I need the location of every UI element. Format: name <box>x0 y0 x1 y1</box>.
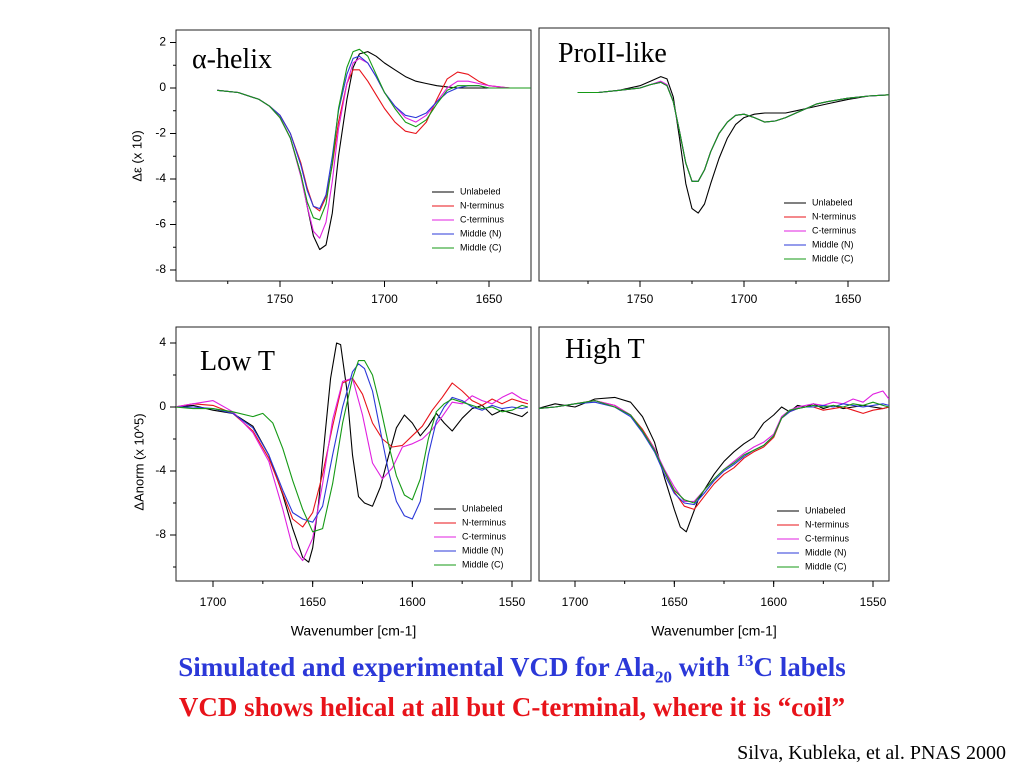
legend: Unlabeled N-terminus C-terminus Middle (N) M… <box>434 503 507 569</box>
x-tick-label: 1550 <box>499 595 526 609</box>
legend-label: C-terminus <box>812 225 857 235</box>
y-tick-label: -4 <box>155 463 166 477</box>
x-tick-label: 1600 <box>760 595 787 609</box>
legend-label: Middle (N) <box>460 228 502 238</box>
plot-frame <box>538 326 890 582</box>
legend-label: Middle (N) <box>805 547 847 557</box>
legend-label: Middle (N) <box>462 545 504 555</box>
chart-panel-1: 1750 1700 1650 2 0 -2 -4 -6 -8 Unlabeled N-terminu… <box>129 29 532 306</box>
x-tick-label: 1700 <box>200 595 227 609</box>
legend-label: C-terminus <box>805 533 850 543</box>
x-tick-label: 1700 <box>371 292 398 306</box>
legend-label: C-terminus <box>462 531 507 541</box>
legend-label: Middle (C) <box>462 559 504 569</box>
x-tick-label: 1750 <box>627 292 654 306</box>
legend-label: Middle (C) <box>812 253 854 263</box>
x-tick-label: 1700 <box>731 292 758 306</box>
caption-line-2: VCD shows helical at all but C-terminal,… <box>178 692 846 722</box>
y-tick-label: 4 <box>159 335 166 349</box>
y-tick-label: -4 <box>155 171 166 185</box>
panel-title: ProII-like <box>558 38 667 69</box>
caption-line-1-prefix: Simulated and experimental VCD for Ala <box>178 652 655 682</box>
y-tick-label: -8 <box>155 262 166 276</box>
y-tick-label: 2 <box>159 35 166 49</box>
plot-frame <box>175 326 532 582</box>
chart-panel-2: 1750 1700 1650 Unlabeled N-terminus C-terminu… <box>538 27 890 306</box>
x-tick-label: 1650 <box>476 292 503 306</box>
legend-label: Middle (C) <box>460 242 502 252</box>
legend: Unlabeled N-terminus C-terminus Middle (N) M… <box>784 197 857 263</box>
series-line-middle-n <box>217 55 531 210</box>
legend-label: C-terminus <box>460 214 505 224</box>
caption-line-1-superscript: 13 <box>736 651 754 670</box>
x-tick-label: 1650 <box>835 292 862 306</box>
y-axis-label: Δε (x 10) <box>129 130 144 181</box>
series-line-middle-n <box>539 401 889 506</box>
y-tick-label: -2 <box>155 126 166 140</box>
y-tick-label: 0 <box>159 80 166 94</box>
y-tick-label: 0 <box>159 399 166 413</box>
series-line-middle-c <box>539 400 889 504</box>
y-tick-label: -6 <box>155 217 166 231</box>
series-group <box>217 48 531 251</box>
series-group <box>539 390 889 533</box>
x-tick-label: 1550 <box>860 595 887 609</box>
series-line-middle-c <box>176 360 529 533</box>
legend-label: N-terminus <box>805 519 850 529</box>
x-axis-label: Wavenumber [cm-1] <box>651 623 777 639</box>
legend-label: N-terminus <box>460 200 505 210</box>
legend-label: Unlabeled <box>460 186 501 196</box>
series-line-middle-c <box>577 81 889 182</box>
legend-label: Middle (C) <box>805 561 847 571</box>
chart-panel-4: 1700 1650 1600 1550 Unlabeled N-terminus C-ter… <box>538 326 890 639</box>
x-axis-label: Wavenumber [cm-1] <box>291 623 417 639</box>
x-tick-label: 1750 <box>267 292 294 306</box>
x-tick-label: 1600 <box>399 595 426 609</box>
series-line-n-terminus <box>176 377 529 528</box>
legend-label: Unlabeled <box>805 505 846 515</box>
x-tick-label: 1700 <box>562 595 589 609</box>
panel-title: α-helix <box>192 44 272 75</box>
plot-frame <box>175 29 532 282</box>
y-axis-label: ΔAnorm (x 10^5) <box>131 413 146 510</box>
citation: Silva, Kubleka, et al. PNAS 2000 <box>737 742 1006 764</box>
legend-label: Unlabeled <box>462 503 503 513</box>
caption-line-1-mid: with <box>671 652 737 682</box>
legend-label: Unlabeled <box>812 197 853 207</box>
legend: Unlabeled N-terminus C-terminus Middle (N) M… <box>777 505 850 571</box>
series-line-middle-c <box>217 48 531 221</box>
x-tick-label: 1650 <box>661 595 688 609</box>
legend-label: N-terminus <box>812 211 857 221</box>
panel-title: Low T <box>200 346 275 377</box>
series-line-unlabeled <box>577 76 889 214</box>
chart-panel-3: 1700 1650 1600 1550 4 0 -4 -8 Unlabeled N-terminu… <box>131 326 532 639</box>
plot-frame <box>538 27 890 282</box>
series-line-c-terminus <box>176 377 529 562</box>
series-line-unlabeled <box>176 342 529 563</box>
caption-line-1-suffix: C labels <box>753 652 846 682</box>
caption-line-1: Simulated and experimental VCD for Ala20… <box>0 651 1024 685</box>
series-line-middle-n <box>176 363 529 523</box>
legend-label: N-terminus <box>462 517 507 527</box>
legend-label: Middle (N) <box>812 239 854 249</box>
series-group <box>577 76 889 214</box>
panel-title: High T <box>565 334 645 365</box>
x-tick-label: 1650 <box>299 595 326 609</box>
y-tick-label: -8 <box>155 527 166 541</box>
series-group <box>176 342 529 563</box>
caption-line-1-subscript: 20 <box>654 667 672 687</box>
legend: Unlabeled N-terminus C-terminus Middle (N) M… <box>432 186 505 252</box>
